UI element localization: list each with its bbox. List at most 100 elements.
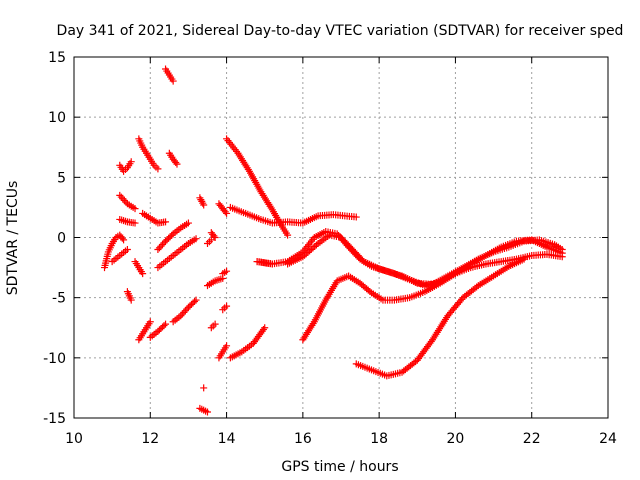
data-point [168,231,176,239]
data-point [304,248,312,256]
x-tick-label: 14 [218,431,236,447]
series-arc-g [135,135,162,173]
series-arc-j [116,158,135,175]
data-point [223,267,231,275]
data-point [309,244,317,252]
x-tick-label: 20 [447,431,465,447]
x-tick-label: 12 [141,431,159,447]
data-point [307,245,315,253]
y-tick-label: -5 [52,291,66,307]
series-arc-aa [207,229,219,241]
data-point [183,305,191,313]
data-point [427,337,435,345]
series-arc-ah [226,324,269,362]
data-point [131,205,139,213]
data-point [116,191,124,199]
series-arc-ab [204,236,215,248]
data-point [127,158,135,166]
data-point [146,318,154,326]
data-point [120,196,128,204]
x-tick-label: 18 [370,431,388,447]
data-point [139,270,147,278]
data-point [352,213,360,221]
data-point [311,242,319,250]
data-point [211,234,219,241]
data-point [306,247,314,255]
data-point [412,358,420,366]
series-arc-ai [253,258,276,268]
data-point [268,260,276,268]
data-point [223,209,231,217]
data-point [178,310,186,318]
data-point [473,283,481,291]
data-point [312,241,320,249]
y-axis-title: SDTVAR / TECUs [5,181,21,296]
series-arc-b [226,203,360,227]
data-point [118,234,126,242]
series-arc-u [146,320,170,341]
y-tick-label: 10 [48,110,66,126]
data-point [223,302,231,310]
series-arc-v [169,296,200,326]
x-tick-label: 24 [599,431,617,447]
series-arc-s [154,219,192,254]
data-point [131,219,139,227]
series-arc-t [135,318,154,344]
y-tick-label: -10 [43,351,66,367]
series-arc-e [299,250,566,344]
data-point [120,236,128,244]
data-point [366,287,374,295]
data-point [172,158,180,166]
y-tick-label: 15 [48,50,66,66]
series-arc-q [123,288,135,304]
data-point [157,242,165,250]
data-point [299,253,307,261]
data-point [158,240,166,248]
data-point [204,408,211,416]
series-arc-ac [204,274,227,290]
mark-layer [101,65,566,416]
y-tick-label: 5 [57,170,66,186]
series-arc-i [165,149,181,168]
data-point [162,320,170,328]
series-arc-z [215,200,231,217]
data-point [302,250,310,258]
x-tick-label: 22 [523,431,541,447]
data-point [154,246,162,254]
data-point [180,308,188,316]
data-point [154,165,162,173]
data-point [211,320,219,328]
data-point [177,312,185,320]
series-arc-ae [207,320,219,332]
y-tick-label: -15 [43,411,66,427]
data-point [119,195,127,203]
series-arc-x [200,384,208,392]
data-point [558,253,566,261]
series-arc-f [352,255,528,380]
series-arc-r [154,235,200,272]
data-point [191,298,199,306]
data-point [458,295,466,303]
series-arc-y [196,194,208,209]
series-arc-n [101,231,128,272]
data-point [192,296,200,304]
data-point [160,239,168,247]
series-arc-w [196,404,211,416]
series-arc-a [223,135,292,239]
data-point [169,77,177,85]
data-point [207,236,215,244]
y-tick-label: 0 [57,231,66,247]
series-arc-l [139,209,170,227]
data-point [184,219,192,227]
data-point [117,193,125,201]
data-point [200,384,208,392]
data-point [200,201,208,209]
data-point [123,246,131,254]
data-point [192,235,200,243]
data-point [221,208,229,216]
series-arc-ad [219,267,231,278]
x-tick-label: 16 [294,431,312,447]
series-arc-af [219,302,231,314]
data-point [181,307,189,315]
